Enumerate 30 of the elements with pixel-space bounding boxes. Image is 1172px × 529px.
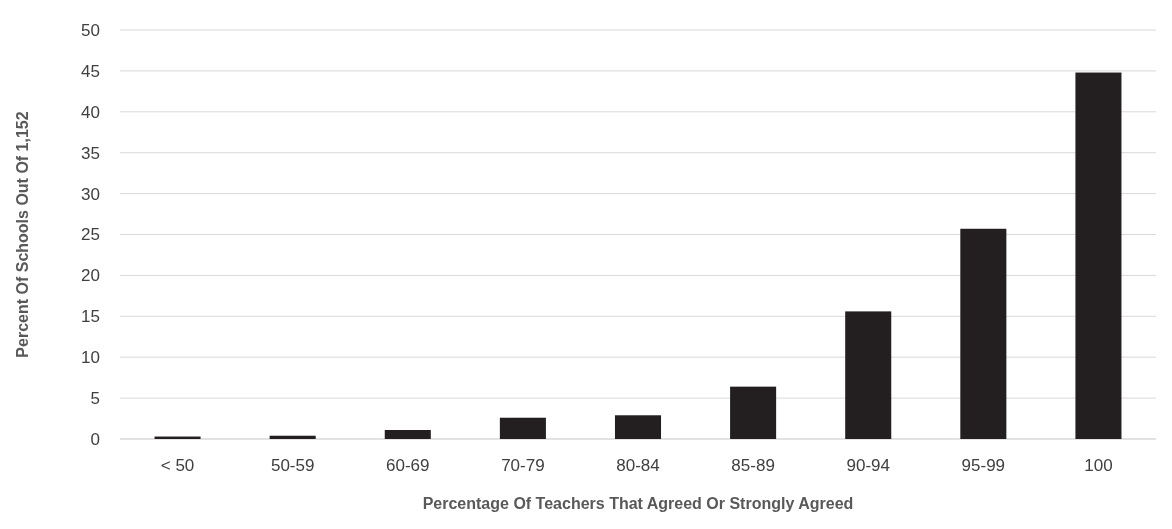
x-tick-label: < 50 — [160, 456, 195, 475]
bar — [384, 430, 431, 439]
bar — [269, 435, 316, 439]
x-tick-label: 50-59 — [270, 456, 315, 475]
y-tick-label: 15 — [81, 307, 100, 327]
y-tick-label: 50 — [81, 20, 100, 40]
y-tick-label: 35 — [81, 143, 100, 163]
x-tick-label: 90-94 — [846, 456, 890, 475]
y-axis-title: Percent Of Schools Out Of 1,152 — [14, 111, 31, 358]
bar — [1075, 72, 1122, 439]
x-tick-label: 60-69 — [386, 456, 430, 475]
x-tick-label: 85-89 — [731, 456, 775, 475]
bar — [499, 417, 546, 439]
x-axis-title: Percentage Of Teachers That Agreed Or Strongly Agreed — [422, 495, 854, 512]
bar — [845, 311, 892, 439]
x-tick-label: 70-79 — [501, 456, 545, 475]
y-tick-label: 45 — [81, 61, 100, 81]
y-tick-label: 5 — [90, 389, 100, 409]
y-tick-label: 20 — [81, 266, 100, 286]
bar — [960, 228, 1007, 439]
y-tick-label: 25 — [81, 225, 100, 245]
x-tick-label: 80-84 — [616, 456, 660, 475]
x-tick-label: 95-99 — [961, 456, 1006, 475]
bar — [730, 386, 777, 439]
y-tick-label: 40 — [81, 102, 100, 122]
x-tick-label: 100 — [1084, 456, 1113, 475]
y-tick-label: 0 — [90, 429, 100, 449]
bar — [614, 415, 662, 439]
y-tick-label: 30 — [81, 184, 100, 204]
y-tick-label: 10 — [81, 348, 100, 368]
